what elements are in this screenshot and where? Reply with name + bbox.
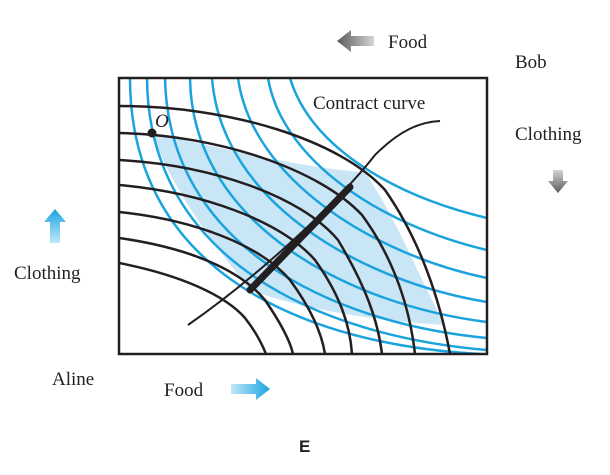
aline-indifference-curve	[119, 131, 417, 354]
aline-label: Aline	[52, 369, 94, 390]
clothing-right-label: Clothing	[515, 124, 582, 145]
point-o-label: O	[155, 111, 169, 132]
bob-indifference-curve	[145, 78, 487, 352]
aline-indifference-curve	[119, 210, 327, 354]
edgeworth-box-frame	[117, 76, 489, 356]
bob-indifference-curve	[288, 78, 487, 220]
contract-curve-label: Contract curve	[313, 93, 425, 114]
bob-label: Bob	[515, 52, 547, 73]
aline-indifference-curve	[119, 104, 452, 354]
contract-curve-line	[187, 120, 441, 326]
aline-indifference-curve	[119, 158, 384, 354]
aline-indifference-curve	[119, 261, 268, 354]
arrow-up-icon	[44, 209, 66, 243]
arrow-down-icon	[548, 170, 568, 193]
food-top-label: Food	[388, 32, 428, 53]
food-bottom-label: Food	[164, 380, 204, 401]
contract-curve-core-segment	[246, 183, 354, 294]
bob-indifference-curve	[266, 78, 487, 252]
arrow-right-icon	[231, 378, 270, 400]
point-o-marker	[147, 128, 157, 138]
bob-indifference-curve	[163, 78, 487, 340]
pareto-improvement-lens	[152, 133, 445, 325]
aline-indifference-curve	[119, 236, 295, 354]
aline-indifference-curves	[119, 104, 452, 354]
arrow-left-icon	[337, 30, 374, 52]
aline-indifference-curve	[119, 183, 354, 354]
clothing-left-label: Clothing	[14, 263, 81, 284]
figure-label: E	[299, 437, 310, 456]
bob-indifference-curve	[128, 78, 481, 354]
